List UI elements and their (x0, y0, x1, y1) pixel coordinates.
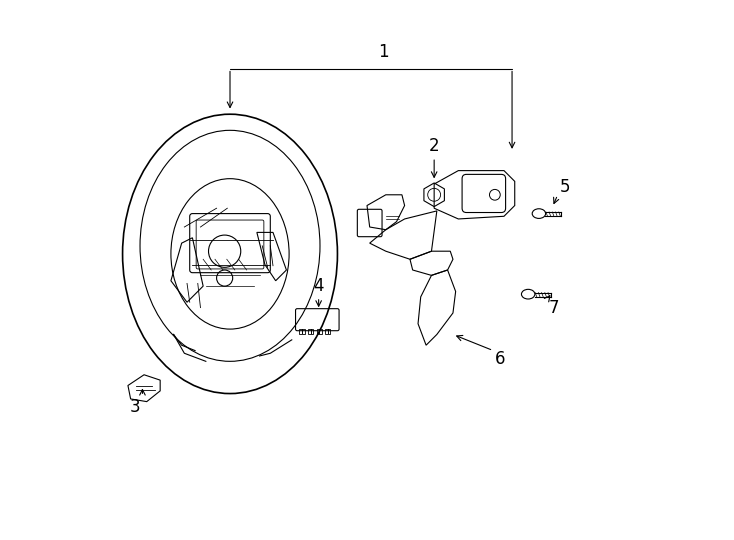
Text: 5: 5 (559, 178, 570, 195)
Bar (308, 329, 313, 334)
Text: 7: 7 (549, 299, 559, 316)
Text: 6: 6 (495, 349, 506, 368)
Bar (316, 329, 322, 334)
Bar (299, 329, 305, 334)
Text: 4: 4 (313, 277, 324, 295)
Text: 2: 2 (429, 138, 440, 156)
Bar (325, 329, 330, 334)
Text: 1: 1 (378, 43, 388, 62)
Text: 3: 3 (130, 398, 140, 416)
